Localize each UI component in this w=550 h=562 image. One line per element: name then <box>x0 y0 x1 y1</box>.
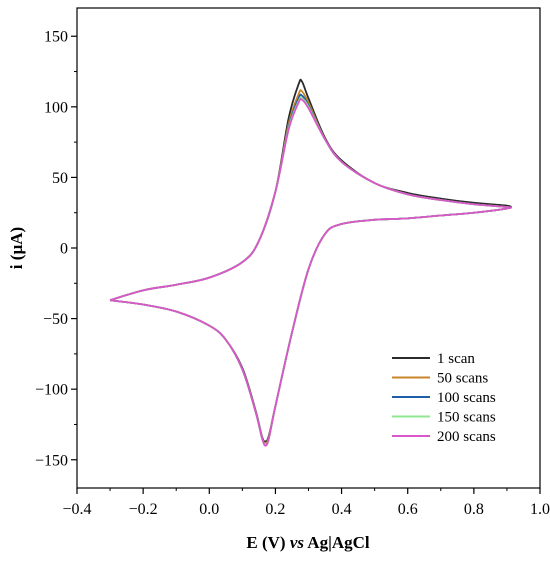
y-tick-label: 150 <box>44 29 68 46</box>
x-tick-label: 0.2 <box>265 501 285 518</box>
legend: 1 scan 50 scans 100 scans 150 scans 200 scan… <box>392 351 496 445</box>
x-axis-title-suffix: Ag|AgCl <box>304 533 370 552</box>
x-tick-label: 1.0 <box>530 501 550 518</box>
series-line-1 <box>109 78 512 443</box>
y-tick-label: 100 <box>44 99 68 116</box>
y-tick-label: 0 <box>60 241 68 258</box>
x-axis-title: E (V) vs Ag|AgCl <box>246 533 370 552</box>
legend-label: 50 scans <box>437 371 488 387</box>
series-line-5 <box>109 98 512 447</box>
x-tick-label: 0.6 <box>398 501 418 518</box>
x-tick-label: 0.8 <box>464 501 484 518</box>
legend-label: 200 scans <box>437 429 496 445</box>
y-axis-title: i (µA) <box>7 227 26 269</box>
x-tick-label: −0.4 <box>62 501 91 518</box>
x-axis-title-italic: vs <box>290 533 305 552</box>
legend-label: 150 scans <box>437 410 496 426</box>
x-tick-label: 0.4 <box>332 501 352 518</box>
y-tick-label: −100 <box>35 382 68 399</box>
x-tick-label: −0.2 <box>129 501 158 518</box>
y-tick-label: −150 <box>35 452 68 469</box>
series-group <box>109 78 512 447</box>
y-tick-label: 50 <box>52 170 68 187</box>
y-tick-label: −50 <box>43 311 68 328</box>
x-tick-label: 0.0 <box>199 501 219 518</box>
legend-label: 100 scans <box>437 390 496 406</box>
x-axis-title-prefix: E (V) <box>246 533 289 552</box>
axis-ticks: −0.4 −0.2 0.0 0.2 0.4 0.6 0.8 1.0 −150 −100 −50 0 50… <box>35 29 550 518</box>
legend-label: 1 scan <box>437 351 475 367</box>
